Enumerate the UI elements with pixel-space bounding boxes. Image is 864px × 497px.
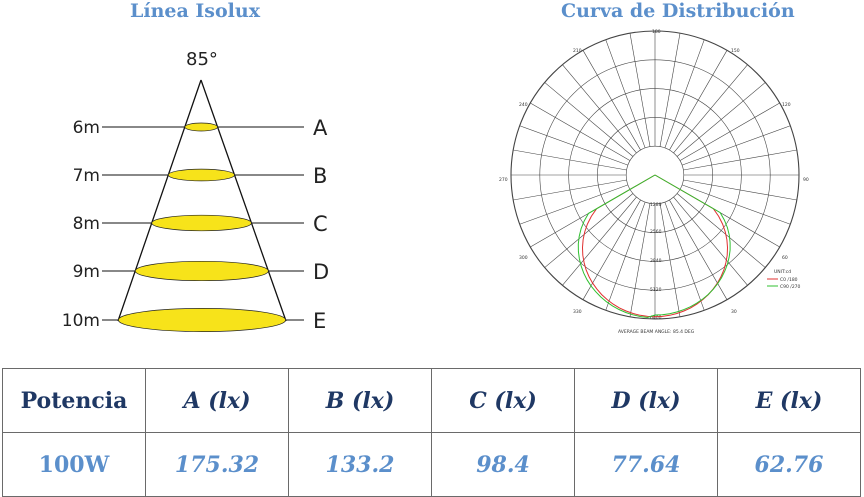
polar-spoke bbox=[629, 33, 651, 147]
polar-spoke bbox=[582, 199, 641, 300]
zone-letter: B bbox=[313, 164, 327, 188]
polar-angle-label: 210 bbox=[573, 48, 582, 54]
polar-spoke bbox=[519, 184, 629, 225]
zone-letter: E bbox=[313, 309, 326, 333]
polar-angle-label: 150 bbox=[731, 48, 740, 54]
polar-spoke bbox=[544, 82, 634, 157]
polar-spoke bbox=[519, 125, 629, 166]
zone-letter: D bbox=[313, 260, 329, 284]
height-label: 10m bbox=[62, 311, 100, 331]
height-label: 9m bbox=[73, 262, 100, 282]
polar-spoke bbox=[673, 64, 748, 154]
isolux-spot bbox=[117, 308, 286, 332]
height-label: 8m bbox=[73, 214, 100, 234]
curve-c90-270 bbox=[577, 174, 731, 319]
legend-c0: C0 /180 bbox=[780, 277, 798, 283]
beam-angle-label: 85° bbox=[186, 49, 218, 70]
illuminance-table: Potencia A (lx) B (lx) C (lx) D (lx) E (… bbox=[2, 368, 861, 497]
polar-spoke bbox=[676, 193, 766, 268]
cone-right-edge bbox=[200, 79, 287, 322]
table-header-row: Potencia A (lx) B (lx) C (lx) D (lx) E (… bbox=[2, 368, 861, 433]
polar-distribution-chart: 180 210 150 240 120 270 90 300 60 330 30 1280 2560 38… bbox=[499, 29, 809, 335]
height-label: 7m bbox=[73, 166, 100, 186]
zone-letter: C bbox=[313, 212, 328, 236]
height-label: 6m bbox=[73, 118, 100, 138]
polar-angle-label: 330 bbox=[573, 309, 582, 315]
radial-value-label: 3840 bbox=[650, 258, 662, 264]
polar-spoke bbox=[681, 125, 791, 166]
header-b: B (lx) bbox=[288, 368, 432, 433]
polar-spoke bbox=[513, 179, 627, 201]
header-potencia: Potencia bbox=[2, 368, 146, 433]
beam-angle-footer: AVERAGE BEAM ANGLE: 85.4 DEG bbox=[618, 329, 695, 335]
polar-spoke bbox=[683, 149, 797, 171]
polar-spoke bbox=[683, 179, 797, 201]
header-e: E (lx) bbox=[717, 368, 861, 433]
value-e: 62.76 bbox=[717, 432, 861, 497]
polar-spoke bbox=[673, 196, 748, 286]
legend-unit: UNIT:cd bbox=[774, 269, 791, 275]
polar-angle-label: 90 bbox=[803, 177, 809, 183]
radial-value-label: 6400 bbox=[650, 315, 662, 321]
polar-spoke bbox=[605, 39, 646, 149]
isolux-title: Línea Isolux bbox=[130, 0, 261, 22]
polar-spoke bbox=[562, 196, 637, 286]
isolux-spot bbox=[134, 260, 269, 282]
radial-value-label: 1280 bbox=[650, 202, 662, 208]
value-c: 98.4 bbox=[431, 432, 575, 497]
value-a: 175.32 bbox=[145, 432, 289, 497]
value-b: 133.2 bbox=[288, 432, 432, 497]
polar-spoke bbox=[664, 39, 705, 149]
polar-angle-label: 300 bbox=[519, 255, 528, 261]
polar-spoke bbox=[629, 203, 651, 317]
polar-spoke bbox=[659, 33, 681, 147]
header-c: C (lx) bbox=[431, 368, 575, 433]
polar-legend: UNIT:cd C0 /180 C90 /270 bbox=[767, 269, 801, 290]
cone-left-edge bbox=[117, 79, 202, 322]
radial-value-label: 5120 bbox=[650, 287, 662, 293]
legend-c90: C90 /270 bbox=[780, 284, 801, 290]
polar-spoke bbox=[681, 184, 791, 225]
header-a: A (lx) bbox=[145, 368, 289, 433]
polar-spoke bbox=[664, 201, 705, 311]
polar-spoke bbox=[669, 50, 728, 151]
polar-angle-label: 60 bbox=[782, 255, 788, 261]
isolux-spot bbox=[167, 168, 235, 182]
polar-spoke bbox=[676, 82, 766, 157]
polar-spoke bbox=[679, 102, 780, 161]
value-d: 77.64 bbox=[574, 432, 718, 497]
distribution-title: Curva de Distribución bbox=[561, 0, 795, 22]
radial-value-label: 2560 bbox=[650, 229, 662, 235]
polar-angle-label: 120 bbox=[782, 102, 791, 108]
polar-spoke bbox=[513, 149, 627, 171]
polar-angle-label: 180 bbox=[652, 29, 661, 35]
polar-angle-label: 270 bbox=[499, 177, 508, 183]
polar-angle-label: 240 bbox=[519, 102, 528, 108]
isolux-spot bbox=[184, 122, 218, 132]
table-row: 100W 175.32 133.2 98.4 77.64 62.76 bbox=[2, 432, 861, 497]
polar-spoke bbox=[530, 102, 631, 161]
polar-spoke bbox=[582, 50, 641, 151]
polar-spoke bbox=[544, 193, 634, 268]
isolux-spot bbox=[151, 214, 252, 232]
polar-spoke bbox=[605, 201, 646, 311]
curve-c0-180 bbox=[581, 174, 729, 318]
polar-spoke bbox=[562, 64, 637, 154]
polar-spoke bbox=[659, 203, 681, 317]
zone-letter: A bbox=[313, 116, 328, 140]
value-potencia: 100W bbox=[2, 432, 146, 497]
polar-spoke bbox=[669, 199, 728, 300]
header-d: D (lx) bbox=[574, 368, 718, 433]
isolux-diagram: 85° 6m A 7m B 8m C 9m D 10m E bbox=[62, 49, 329, 333]
polar-angle-label: 30 bbox=[731, 309, 737, 315]
